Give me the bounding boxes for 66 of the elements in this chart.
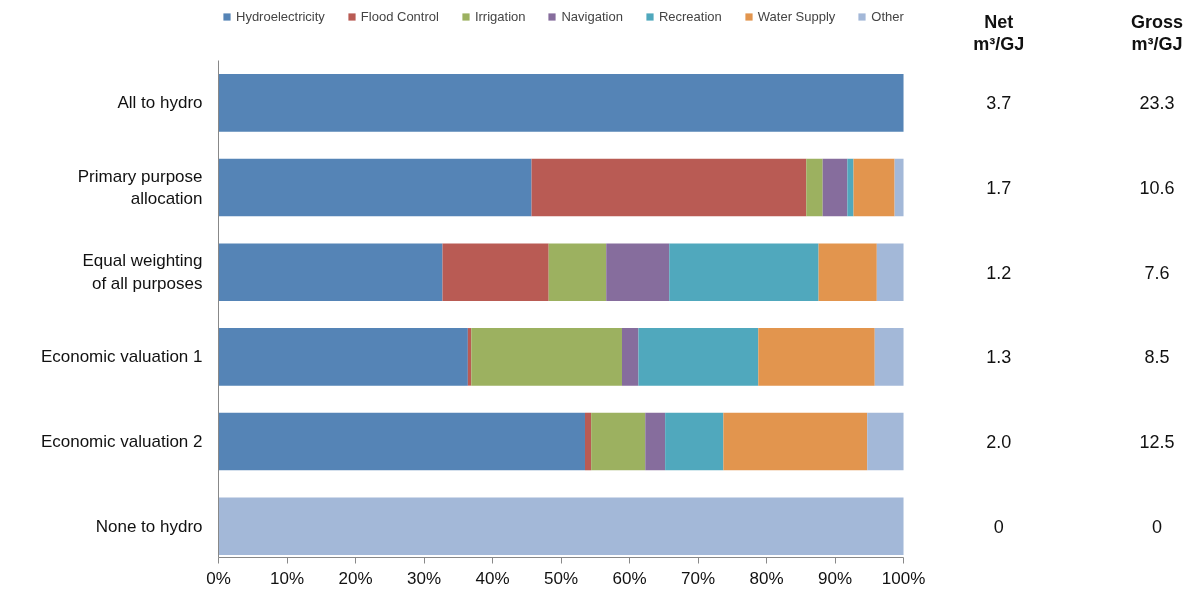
- bar: [621, 328, 639, 386]
- text: 23.3: [1139, 93, 1175, 114]
- bar: [876, 243, 904, 301]
- bar: [669, 243, 819, 301]
- bar: [218, 243, 443, 301]
- text: 0: [1151, 516, 1162, 537]
- legend-label: Flood Control: [360, 9, 439, 24]
- x-tick-label: 100%: [881, 568, 926, 588]
- bar: [584, 412, 592, 471]
- y-tick-label: None to hydro: [95, 516, 203, 536]
- text: 7.6: [1144, 262, 1170, 283]
- x-tick-label: 10%: [269, 568, 305, 588]
- legend-label: Other: [871, 9, 904, 24]
- legend-label: Hydroelectricity: [236, 9, 325, 24]
- text: 8.5: [1144, 347, 1170, 368]
- bar: [606, 243, 670, 301]
- text: 1.7: [986, 178, 1012, 199]
- bar: [471, 328, 622, 386]
- text: 3.7: [986, 93, 1012, 114]
- y-tick-label: Equal weighting of all purposes: [82, 251, 203, 294]
- bar: [638, 328, 759, 386]
- bar: [806, 158, 823, 217]
- text: 1.2: [986, 262, 1012, 283]
- bar: [645, 412, 666, 471]
- bar: [531, 158, 807, 217]
- x-tick-label: 30%: [407, 568, 442, 588]
- x-tick-label: 60%: [612, 568, 647, 588]
- bar: [218, 328, 468, 386]
- legend-label: Recreation: [658, 9, 722, 24]
- bar: [548, 243, 607, 301]
- bar: [894, 158, 904, 217]
- text: 10.6: [1139, 178, 1175, 199]
- bar: [853, 158, 895, 217]
- legend-label: Irrigation: [474, 9, 526, 24]
- bar: [822, 158, 848, 217]
- y-tick-label: Economic valuation 2: [40, 432, 203, 452]
- text: 0: [993, 516, 1004, 537]
- x-tick-label: 40%: [475, 568, 510, 588]
- y-tick-label: Economic valuation 1: [40, 347, 203, 367]
- x-tick-label: 70%: [681, 568, 716, 588]
- bar: [218, 158, 532, 217]
- bar: [867, 412, 904, 471]
- bar: [723, 412, 868, 471]
- text: 1.3: [986, 347, 1012, 368]
- x-tick-label: 80%: [749, 568, 784, 588]
- bar: [758, 328, 875, 386]
- x-tick-label: 20%: [338, 568, 373, 588]
- bar: [218, 74, 904, 132]
- y-tick-label: All to hydro: [117, 93, 203, 113]
- bar: [218, 412, 585, 471]
- bar: [591, 412, 646, 471]
- legend-label: Water Supply: [757, 9, 836, 24]
- x-tick-label: 0%: [206, 568, 231, 588]
- y-tick-label: Primary purpose allocation: [77, 166, 203, 209]
- bar: [847, 158, 854, 217]
- x-tick-label: 90%: [818, 568, 853, 588]
- bar: [874, 328, 904, 386]
- text: Net m³/GJ: [973, 12, 1025, 55]
- text: Gross m³/GJ: [1130, 12, 1184, 55]
- bar: [665, 412, 724, 471]
- bar: [442, 243, 549, 301]
- text: 12.5: [1139, 432, 1175, 453]
- text: 2.0: [986, 432, 1012, 453]
- x-tick-label: 50%: [544, 568, 579, 588]
- legend-label: Navigation: [561, 9, 623, 24]
- bar: [818, 243, 877, 301]
